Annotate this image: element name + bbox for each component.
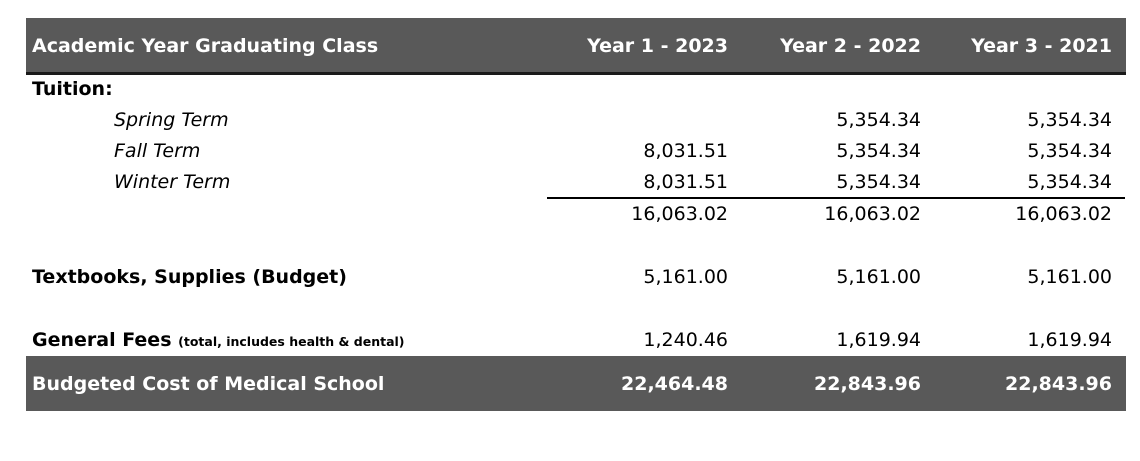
header-title: Academic Year Graduating Class (32, 35, 379, 57)
total-year-2: 22,843.96 (814, 373, 921, 395)
total-year-3: 22,843.96 (1005, 373, 1112, 395)
fall-term-year-1: 8,031.51 (643, 140, 728, 162)
textbooks-year-2: 5,161.00 (836, 266, 921, 288)
winter-term-year-2: 5,354.34 (836, 171, 921, 193)
tuition-subtotal-year-2: 16,063.02 (824, 203, 921, 225)
fall-term-year-3: 5,354.34 (1027, 140, 1112, 162)
total-label: Budgeted Cost of Medical School (32, 373, 385, 395)
tuition-subtotal-year-1: 16,063.02 (631, 203, 728, 225)
tuition-subtotal-year-3: 16,063.02 (1015, 203, 1112, 225)
general-fees-title: General Fees (32, 329, 172, 351)
general-fees-note: (total, includes health & dental) (178, 334, 405, 349)
textbooks-label: Textbooks, Supplies (Budget) (32, 266, 347, 288)
spring-term-label: Spring Term (114, 109, 229, 131)
total-row: Budgeted Cost of Medical School 22,464.4… (26, 356, 1126, 411)
textbooks-year-3: 5,161.00 (1027, 266, 1112, 288)
general-fees-year-3: 1,619.94 (1027, 329, 1112, 351)
subtotal-rule (547, 197, 1125, 199)
header-year-1: Year 1 - 2023 (587, 35, 728, 57)
textbooks-year-1: 5,161.00 (643, 266, 728, 288)
spring-term-year-2: 5,354.34 (836, 109, 921, 131)
spring-term-year-3: 5,354.34 (1027, 109, 1112, 131)
header-year-3: Year 3 - 2021 (971, 35, 1112, 57)
general-fees-year-1: 1,240.46 (643, 329, 728, 351)
winter-term-label: Winter Term (114, 171, 231, 193)
header-year-2: Year 2 - 2022 (780, 35, 921, 57)
total-year-1: 22,464.48 (621, 373, 728, 395)
general-fees-year-2: 1,619.94 (836, 329, 921, 351)
winter-term-year-1: 8,031.51 (643, 171, 728, 193)
tuition-label: Tuition: (32, 78, 113, 100)
header-row: Academic Year Graduating Class Year 1 - … (26, 18, 1126, 75)
winter-term-year-3: 5,354.34 (1027, 171, 1112, 193)
fall-term-label: Fall Term (114, 140, 201, 162)
general-fees-label: General Fees (total, includes health & d… (32, 331, 405, 350)
fall-term-year-2: 5,354.34 (836, 140, 921, 162)
